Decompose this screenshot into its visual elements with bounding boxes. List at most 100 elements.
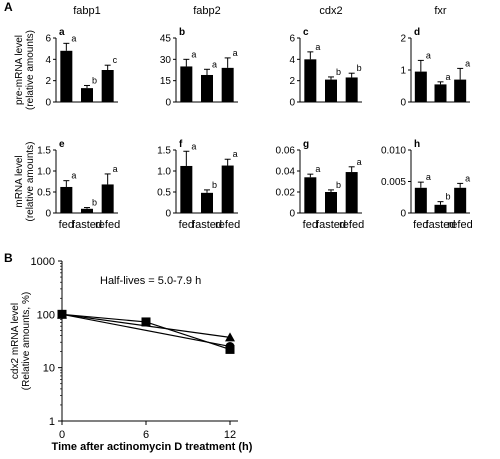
y-tick-label: 0 <box>45 209 51 220</box>
category-label: fasted <box>316 219 346 231</box>
series-line-circle <box>61 313 231 348</box>
half-life-annotation: Half-lives = 5.0-7.9 h <box>100 275 201 287</box>
sig-letter: b <box>357 63 362 73</box>
y-tick-label: 2 <box>289 76 295 87</box>
bar <box>101 70 114 102</box>
x-tick-label: 12 <box>224 429 236 441</box>
bar-panel-e: 0 0.5 1.0 1.5 e a fed b fasted a refed mRNA level(r… <box>14 139 120 231</box>
sig-letter: a <box>315 42 320 52</box>
sig-letter: a <box>233 48 238 58</box>
bar <box>101 184 114 213</box>
bar <box>434 204 447 213</box>
bar <box>201 74 213 102</box>
bar <box>304 177 317 213</box>
category-label: fasted <box>426 219 456 231</box>
sig-letter: a <box>233 149 238 159</box>
square-marker <box>141 317 151 327</box>
y-tick-label: 6 <box>289 34 295 45</box>
category-label: refed <box>95 219 120 231</box>
category-label: fasted <box>192 219 222 231</box>
x-tick-label: 6 <box>143 429 149 441</box>
bar <box>304 59 317 102</box>
bar <box>81 208 93 213</box>
y-tick-label: 6 <box>45 34 51 45</box>
triangle-marker <box>225 332 235 342</box>
y-tick-label: 0.06 <box>276 146 296 157</box>
panel-letter: c <box>303 27 309 38</box>
bar <box>325 192 337 213</box>
sig-letter: a <box>71 171 76 181</box>
sig-letter: a <box>426 172 431 182</box>
x-tick-label: 0 <box>59 429 65 441</box>
bar <box>454 79 467 102</box>
category-label: fed <box>303 219 318 231</box>
category-label: fed <box>59 219 74 231</box>
y-tick-label: 4 <box>289 55 295 66</box>
panel-letter: h <box>414 139 420 150</box>
y-tick-label: 0 <box>289 209 295 220</box>
bar <box>454 187 467 213</box>
bar <box>60 50 73 102</box>
bar-panel-d: 0 1 2d fxr a a a <box>400 5 470 109</box>
y-tick-label: 30 <box>160 55 172 66</box>
bar <box>180 66 193 102</box>
sig-letter: a <box>191 141 196 151</box>
y-tick-label: 0.5 <box>157 188 171 199</box>
y-tick-label: 1.0 <box>37 167 51 178</box>
bar <box>345 77 358 102</box>
y-tick-label: 0.04 <box>276 167 296 178</box>
y-tick-label: 1000 <box>31 256 55 268</box>
panel-label-b: B <box>4 251 13 265</box>
bar <box>180 165 193 213</box>
y-tick-label: 2 <box>45 76 51 87</box>
gene-title: fxr <box>434 5 447 17</box>
bar <box>325 79 337 102</box>
y-tick-label: 1.5 <box>157 146 171 157</box>
y-tick-label: 1 <box>49 416 55 428</box>
bar <box>414 71 427 102</box>
bar <box>60 186 73 213</box>
sig-letter: a <box>465 58 470 68</box>
category-label: refed <box>339 219 364 231</box>
y-tick-label: 0 <box>289 98 295 109</box>
panel-letter: a <box>59 27 65 38</box>
sig-letter: a <box>357 157 362 167</box>
bar <box>81 88 93 102</box>
bar <box>221 165 234 213</box>
bar <box>221 67 234 102</box>
panel-letter: b <box>179 27 185 38</box>
y-tick-label: 1.0 <box>157 167 171 178</box>
gene-title: fabp1 <box>73 5 101 17</box>
y-tick-label: 4 <box>45 55 51 66</box>
bar <box>201 192 213 213</box>
y-axis-label: cdx2 mRNA level(Relative amounts, %) <box>10 292 32 390</box>
panel-letter: e <box>59 139 65 150</box>
sig-letter: b <box>336 67 341 77</box>
gene-title: fabp2 <box>193 5 221 17</box>
panel-letter: d <box>414 27 420 38</box>
category-label: refed <box>448 219 473 231</box>
bar-panel-g: 0 0.02 0.04 0.06 g a fed b fasted a refed <box>276 139 365 231</box>
panel-letter: f <box>179 139 183 150</box>
sig-letter: a <box>426 50 431 60</box>
square-marker <box>57 309 67 319</box>
sig-letter: a <box>446 72 451 82</box>
sig-letter: a <box>71 33 76 43</box>
bar <box>414 187 427 213</box>
y-tick-label: 15 <box>160 76 172 87</box>
y-tick-label: 0.02 <box>276 188 296 199</box>
category-label: fed <box>413 219 428 231</box>
y-axis-label: pre-mRNA level(relative amounts) <box>14 30 36 110</box>
y-tick-label: 45 <box>160 34 172 45</box>
gene-title: cdx2 <box>319 5 342 17</box>
sig-letter: c <box>113 55 118 65</box>
y-tick-label: 0.010 <box>381 146 406 157</box>
category-label: fasted <box>72 219 102 231</box>
y-tick-label: 0 <box>400 98 406 109</box>
panel-label-a: A <box>4 0 13 14</box>
